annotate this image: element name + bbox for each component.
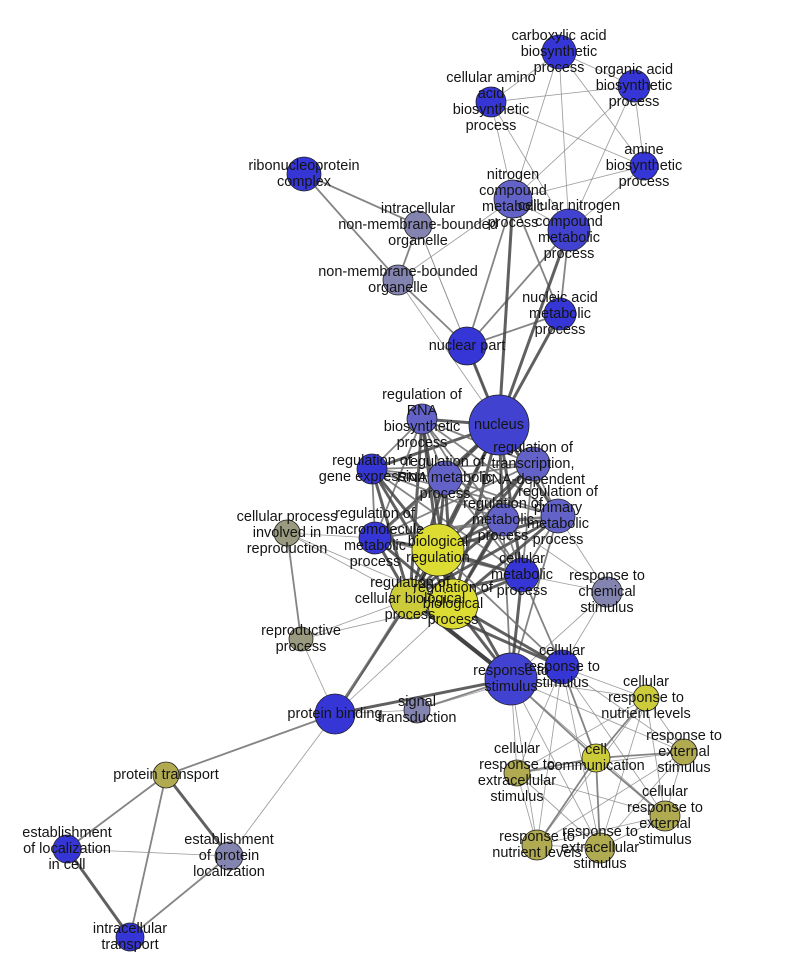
svg-text:protein transport: protein transport xyxy=(113,767,219,783)
svg-text:nucleus: nucleus xyxy=(474,417,524,433)
svg-text:nuclear part: nuclear part xyxy=(429,338,506,354)
svg-text:protein binding: protein binding xyxy=(287,706,382,722)
